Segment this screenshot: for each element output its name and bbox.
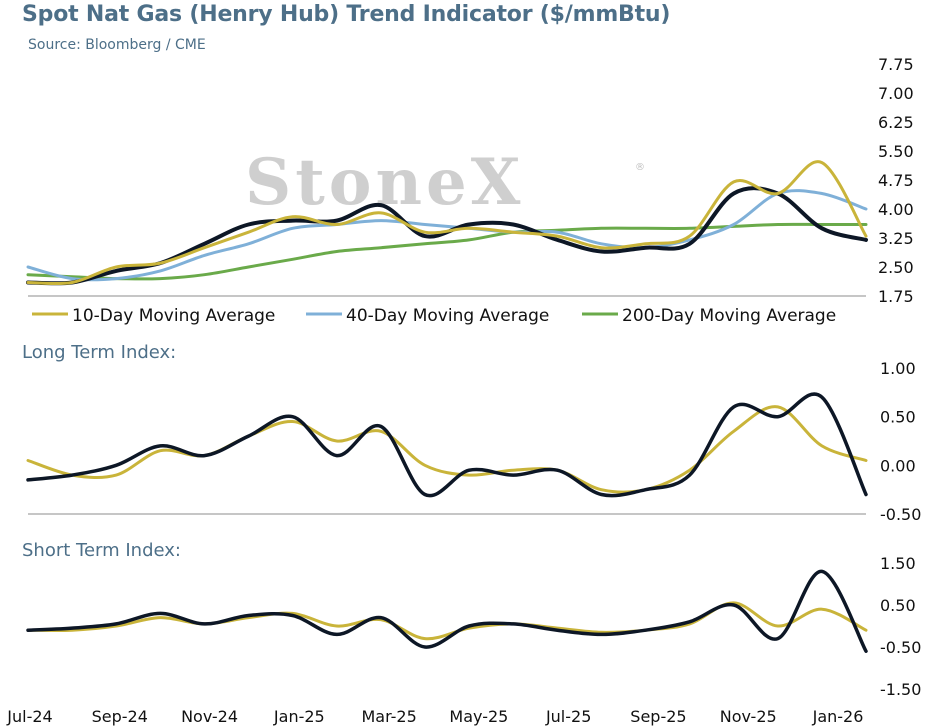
short-y-tick-label: -1.50 [880,680,921,699]
legend-ma200-label: 200-Day Moving Average [622,306,836,326]
long-y-tick-label: 1.00 [880,359,916,378]
x-tick-label: May-25 [449,707,508,726]
short-term-index-label: Short Term Index: [22,540,181,561]
x-tick-label: Sep-25 [630,707,686,726]
long-signal-line [26,405,868,494]
chart-source: Source: Bloomberg / CME [28,37,206,53]
long-y-tick-label: 0.00 [880,456,916,475]
short-y-tick-label: 0.50 [880,596,916,615]
long-term-index-label: Long Term Index: [22,342,176,363]
x-tick-label: Jan-25 [273,707,325,726]
x-tick-label: Jul-24 [6,707,52,726]
legend-ma10-label: 10-Day Moving Average [72,306,275,326]
x-tick-label: Jul-25 [545,707,591,726]
price-y-tick-label: 5.50 [878,142,914,161]
x-tick-label: Sep-24 [92,707,148,726]
short-y-tick-label: 1.50 [880,554,916,573]
price-y-tick-label: 1.75 [878,287,914,306]
x-tick-label: Nov-24 [181,707,238,726]
price-y-tick-label: 7.00 [878,84,914,103]
ma10-series-line [26,160,868,286]
price-y-tick-label: 4.00 [878,200,914,219]
x-tick-label: Nov-25 [720,707,777,726]
watermark-logo: StoneX [245,145,524,220]
ma40-series-line [26,189,868,282]
price-y-tick-label: 2.50 [878,258,914,277]
short-y-tick-label: -0.50 [880,638,921,657]
x-tick-label: Jan-26 [812,707,864,726]
price-y-tick-label: 7.75 [878,55,914,74]
price-y-tick-label: 6.25 [878,113,914,132]
legend-ma40-label: 40-Day Moving Average [346,306,549,326]
long-index-line [26,392,868,498]
price-y-tick-label: 3.25 [878,229,914,248]
long-y-tick-label: -0.50 [880,505,921,524]
long-y-tick-label: 0.50 [880,408,916,427]
short-index-line [26,569,868,653]
watermark-registered-mark: ® [635,162,645,173]
chart-title: Spot Nat Gas (Henry Hub) Trend Indicator… [22,2,671,27]
price-y-tick-label: 4.75 [878,171,914,190]
x-tick-label: Mar-25 [361,707,416,726]
